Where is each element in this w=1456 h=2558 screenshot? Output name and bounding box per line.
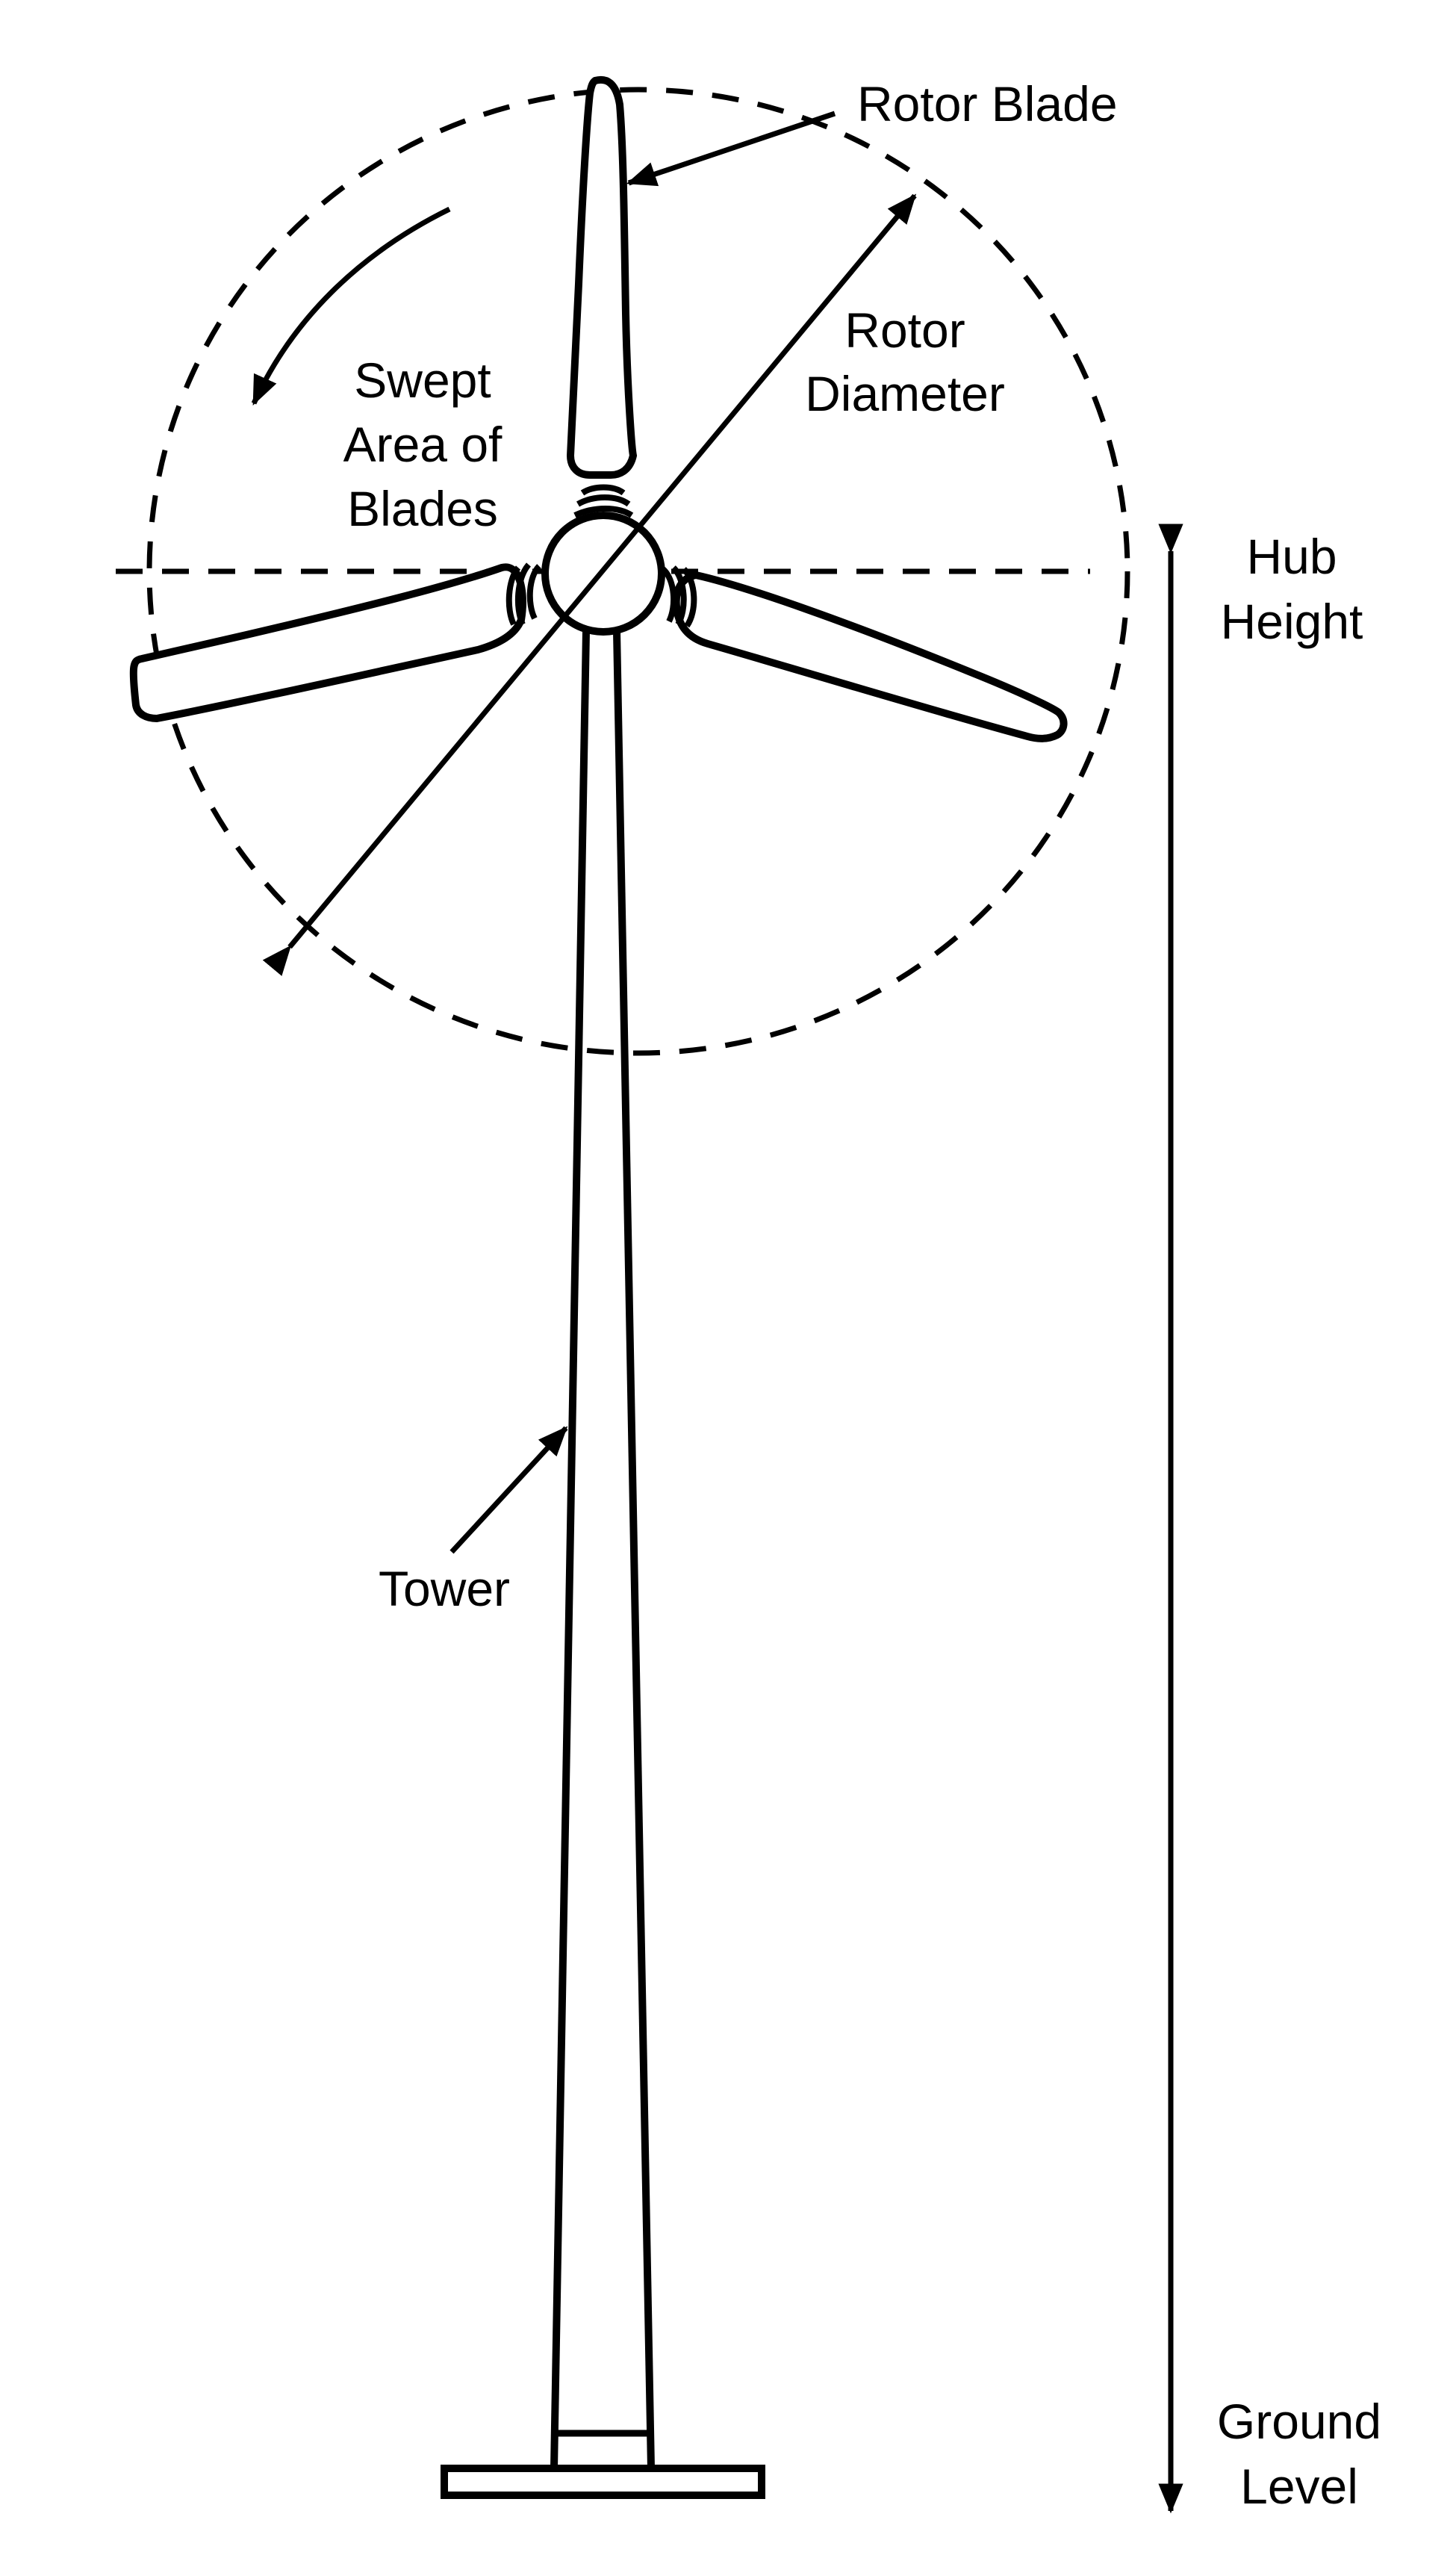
- rotor-diameter-label-line2: Diameter: [805, 366, 1005, 421]
- tower-pointer-arrow: [449, 1426, 568, 1554]
- swept-area-label-line1: Swept: [354, 353, 491, 408]
- right-blade: [661, 565, 1068, 742]
- rotor-blade-label: Rotor Blade: [857, 76, 1118, 131]
- rotor-blade-pointer-arrow: [626, 111, 836, 187]
- left-blade: [129, 562, 542, 723]
- top-blade: [566, 75, 638, 518]
- rotor-diameter-arrow: [262, 193, 917, 976]
- tower-base: [441, 2465, 765, 2499]
- hub-height-label-line1: Hub: [1246, 529, 1337, 584]
- swept-area-circle: [146, 87, 1130, 1056]
- rotor-diameter-label-line1: Rotor: [844, 302, 965, 358]
- tower: [550, 630, 655, 2469]
- swept-area-label-line2: Area of: [343, 417, 503, 472]
- ground-level-label-line2: Level: [1240, 2459, 1358, 2514]
- hub-height-label-line2: Height: [1221, 594, 1363, 649]
- swept-area-label-line3: Blades: [347, 481, 498, 536]
- tower-label: Tower: [379, 1561, 510, 1616]
- ground-level-label-line1: Ground: [1217, 2394, 1381, 2449]
- swept-area-rotation-arrow: [251, 206, 451, 406]
